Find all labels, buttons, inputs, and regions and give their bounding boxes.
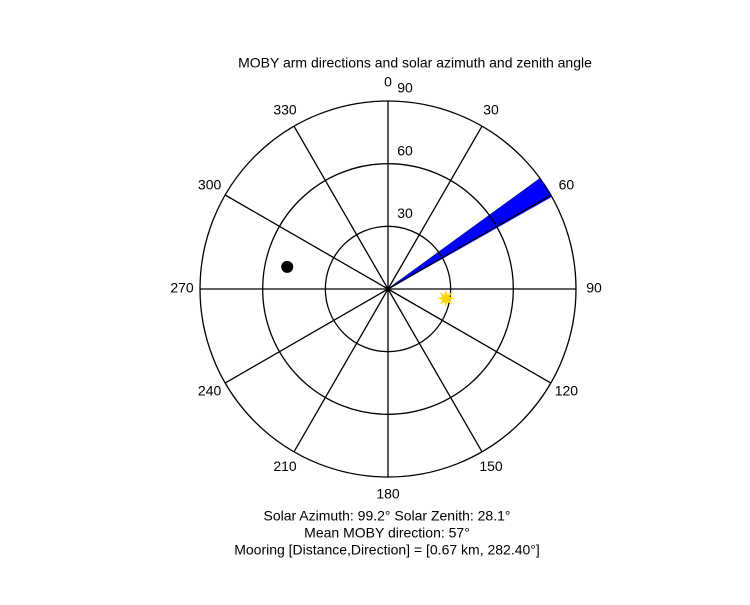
spoke xyxy=(387,288,552,384)
theta-tick-label: 300 xyxy=(198,177,222,193)
theta-tick-label: 270 xyxy=(170,280,194,296)
theta-tick-label: 60 xyxy=(559,177,575,193)
spoke xyxy=(387,125,483,290)
note: Mean MOBY direction: 57° xyxy=(304,525,470,541)
spoke xyxy=(224,288,389,384)
spoke xyxy=(293,125,389,290)
r-tick-label: 60 xyxy=(397,142,413,158)
theta-tick-label: 30 xyxy=(483,101,499,117)
chart-title: MOBY arm directions and solar azimuth an… xyxy=(238,55,592,71)
theta-tick-label: 240 xyxy=(198,383,222,399)
theta-tick-label: 120 xyxy=(555,383,579,399)
theta-tick-label: 150 xyxy=(479,458,503,474)
theta-tick-label: 90 xyxy=(586,280,602,296)
theta-tick-label: 0 xyxy=(384,74,392,90)
spoke xyxy=(224,194,389,290)
sun-position xyxy=(437,289,455,308)
mooring-position xyxy=(281,260,294,273)
theta-tick-label: 210 xyxy=(273,458,297,474)
note: Mooring [Distance,Direction] = [0.67 km,… xyxy=(234,542,540,558)
r-tick-label: 90 xyxy=(397,80,413,96)
theta-tick-label: 180 xyxy=(376,486,400,502)
note: Solar Azimuth: 99.2° Solar Zenith: 28.1° xyxy=(264,508,511,524)
spoke xyxy=(387,194,552,290)
spoke xyxy=(293,288,389,453)
r-tick-label: 30 xyxy=(397,205,413,221)
spoke xyxy=(387,288,483,453)
theta-tick-label: 330 xyxy=(273,101,297,117)
